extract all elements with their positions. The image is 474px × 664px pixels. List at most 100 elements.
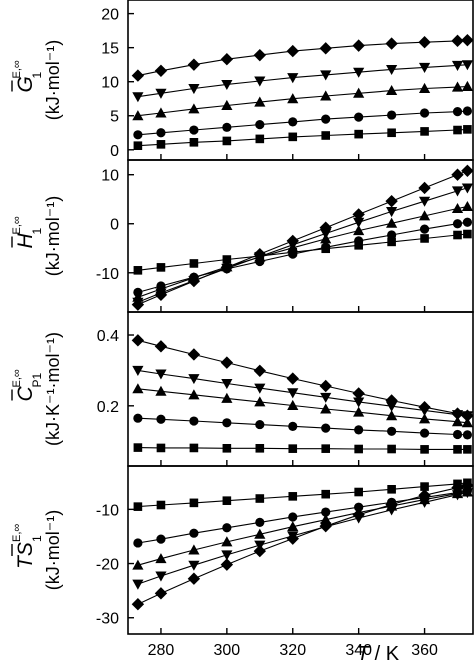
y-tick-label: -30 bbox=[96, 611, 119, 628]
marker-triangle-down bbox=[320, 392, 332, 403]
marker-triangle-down bbox=[451, 186, 464, 197]
marker-diamond bbox=[220, 356, 234, 369]
marker-circle bbox=[452, 429, 463, 440]
marker-square bbox=[222, 443, 232, 453]
y-label-symbol: H bbox=[14, 233, 37, 249]
marker-triangle-down bbox=[188, 560, 200, 571]
marker-circle bbox=[387, 110, 397, 120]
marker-triangle-up bbox=[461, 200, 474, 212]
marker-triangle-down bbox=[155, 88, 167, 99]
marker-triangle-up bbox=[188, 544, 200, 555]
y-tick-label: 0.2 bbox=[97, 399, 119, 416]
marker-square bbox=[453, 479, 462, 489]
marker-diamond bbox=[352, 208, 365, 221]
marker-triangle-down bbox=[254, 540, 266, 551]
y-tick-label: -10 bbox=[96, 266, 119, 283]
marker-square bbox=[222, 496, 232, 505]
marker-triangle-down bbox=[353, 217, 365, 228]
marker-circle bbox=[321, 114, 331, 124]
marker-square bbox=[387, 237, 396, 247]
marker-square bbox=[354, 241, 363, 250]
series-square bbox=[133, 478, 472, 511]
marker-triangle-down bbox=[461, 411, 474, 422]
marker-square bbox=[354, 129, 363, 139]
marker-square bbox=[133, 141, 143, 151]
marker-triangle-up bbox=[418, 413, 431, 424]
marker-diamond bbox=[253, 544, 267, 558]
marker-diamond bbox=[187, 572, 201, 585]
marker-triangle-up bbox=[418, 82, 431, 93]
x-tick-label: 320 bbox=[279, 642, 306, 659]
marker-diamond bbox=[451, 34, 464, 48]
marker-triangle-down bbox=[132, 579, 144, 590]
marker-triangle-up bbox=[386, 84, 398, 96]
marker-square bbox=[133, 502, 143, 511]
series-line bbox=[137, 85, 468, 117]
marker-diamond bbox=[461, 33, 474, 47]
marker-circle bbox=[156, 414, 166, 424]
y-label-symbol: G bbox=[14, 76, 37, 92]
x-label-symbol: T bbox=[357, 643, 371, 664]
marker-circle bbox=[189, 416, 199, 426]
marker-triangle-up bbox=[320, 90, 332, 101]
marker-square bbox=[133, 266, 143, 275]
marker-triangle-up bbox=[188, 103, 200, 114]
marker-diamond bbox=[154, 587, 168, 600]
marker-square bbox=[453, 445, 462, 454]
marker-triangle-up bbox=[155, 553, 167, 564]
marker-square bbox=[354, 444, 363, 454]
marker-circle bbox=[133, 287, 143, 297]
marker-triangle-up bbox=[254, 528, 266, 539]
series-line bbox=[137, 482, 468, 508]
marker-triangle-up bbox=[287, 93, 299, 104]
x-axis-label: T / K bbox=[357, 643, 400, 664]
marker-circle bbox=[156, 534, 166, 544]
marker-triangle-up bbox=[353, 87, 365, 98]
marker-square bbox=[420, 234, 429, 243]
marker-diamond bbox=[154, 340, 168, 353]
y-label-sub: 1 bbox=[30, 72, 44, 79]
y-label-sup: E,∞ bbox=[11, 216, 23, 234]
marker-diamond bbox=[220, 558, 234, 571]
marker-triangle-up bbox=[287, 521, 299, 532]
marker-square bbox=[321, 131, 331, 140]
marker-diamond bbox=[418, 36, 431, 49]
y-tick-label: 0 bbox=[110, 217, 119, 234]
y-label-sub: 1 bbox=[30, 228, 44, 235]
series-line bbox=[137, 170, 468, 306]
marker-triangle-down bbox=[254, 76, 266, 87]
y-axis-label-rotated: HE,∞ 1 (kJ·mol⁻¹) bbox=[11, 196, 63, 276]
marker-triangle-down bbox=[221, 379, 233, 390]
marker-triangle-down bbox=[386, 207, 398, 218]
series-line bbox=[137, 339, 468, 417]
marker-square bbox=[420, 482, 429, 491]
y-label-symbol: C bbox=[14, 386, 37, 402]
marker-triangle-up bbox=[287, 399, 299, 410]
marker-square bbox=[288, 132, 298, 142]
series-line bbox=[137, 447, 468, 450]
marker-circle bbox=[133, 130, 143, 140]
marker-circle bbox=[255, 119, 265, 130]
x-tick-label: 280 bbox=[148, 642, 175, 659]
series-square bbox=[133, 229, 472, 275]
marker-square bbox=[420, 445, 429, 454]
x-label-unit: / K bbox=[369, 643, 400, 664]
y-axis-label-rotated: GE,∞ 1 (kJ·mol⁻¹) bbox=[11, 40, 63, 120]
marker-triangle-up bbox=[155, 107, 167, 118]
marker-square bbox=[156, 263, 166, 272]
marker-square bbox=[288, 247, 298, 257]
marker-square bbox=[463, 125, 472, 134]
marker-triangle-down bbox=[320, 70, 332, 81]
marker-triangle-down bbox=[188, 374, 200, 385]
marker-triangle-up bbox=[221, 99, 233, 111]
marker-circle bbox=[462, 430, 473, 440]
marker-triangle-up bbox=[188, 389, 200, 400]
y-axis-label-rotated: CE,∞ P1 (kJ·K⁻¹·mol⁻¹) bbox=[11, 332, 63, 446]
marker-circle bbox=[419, 224, 430, 234]
marker-square bbox=[189, 137, 199, 147]
marker-triangle-up bbox=[451, 416, 464, 427]
series-line bbox=[137, 39, 468, 77]
marker-diamond bbox=[286, 372, 299, 385]
marker-circle bbox=[288, 512, 298, 522]
